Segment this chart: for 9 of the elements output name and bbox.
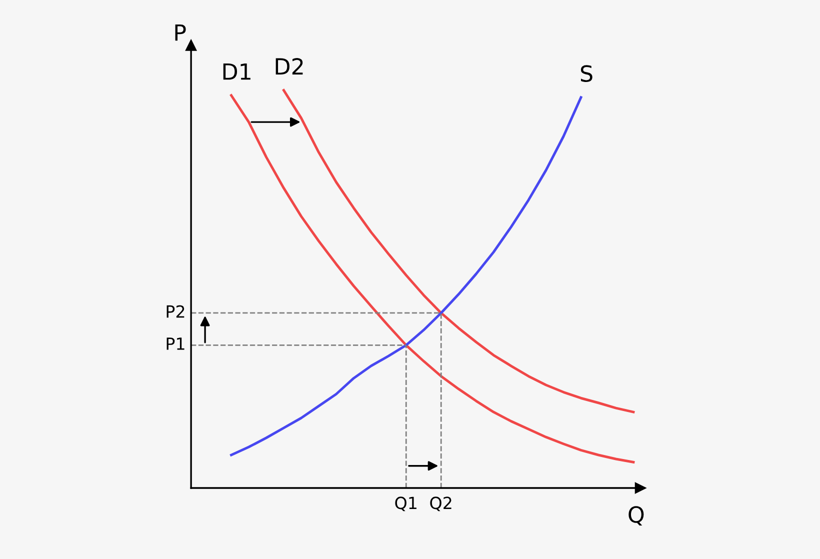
ref-line-label: P2 xyxy=(166,305,184,318)
series-label: D2 xyxy=(276,58,303,74)
series-label: D1 xyxy=(223,63,250,80)
ref-line-label: P1 xyxy=(166,338,184,350)
series-label: S xyxy=(580,65,592,82)
x-axis-title: Q xyxy=(628,506,644,526)
x-tick-label: Q1 xyxy=(395,496,416,512)
x-tick-label: Q2 xyxy=(430,496,452,512)
y-axis-title: P xyxy=(175,24,186,41)
